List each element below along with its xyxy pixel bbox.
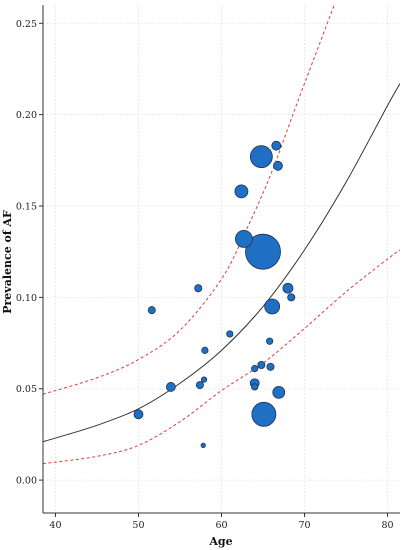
data-point: [273, 160, 283, 171]
data-point: [272, 385, 286, 399]
data-point: [245, 233, 281, 270]
data-point: [133, 409, 144, 420]
data-point: [226, 330, 234, 338]
data-point: [264, 298, 281, 315]
fit-line-group: [43, 83, 400, 443]
y-tick-label: 0.25: [16, 19, 37, 30]
x-tick-label: 40: [49, 520, 61, 531]
data-point: [201, 346, 209, 354]
data-point: [266, 362, 275, 371]
ci-upper-line: [43, 5, 335, 395]
data-point: [287, 293, 296, 302]
data-points: [133, 140, 296, 448]
x-tick-label: 50: [132, 520, 144, 531]
y-tick-label: 0.20: [16, 110, 37, 121]
x-tick-label: 70: [298, 520, 310, 531]
data-point: [251, 383, 259, 391]
ci-lower-line: [43, 249, 400, 465]
data-point: [249, 145, 273, 169]
data-point: [165, 382, 176, 392]
y-tick-label: 0.15: [16, 202, 37, 213]
y-tick-label: 0.10: [16, 293, 37, 304]
data-point: [271, 140, 282, 151]
data-point: [200, 376, 208, 383]
fit-line: [43, 83, 400, 443]
data-point: [147, 306, 156, 315]
data-point: [195, 381, 204, 390]
data-point: [282, 282, 294, 294]
data-point: [251, 401, 277, 427]
data-point: [235, 229, 253, 248]
x-tick-label: 60: [215, 520, 227, 531]
x-tick-label: 80: [381, 520, 393, 531]
axes: 40 50 60 70 80 0.00 0.05 0.10 0.15 0.20 0.25: [16, 5, 400, 531]
data-point: [194, 284, 203, 293]
data-point: [251, 365, 259, 373]
confidence-bands: [43, 5, 400, 465]
y-tick-label: 0.00: [16, 476, 37, 487]
x-axis-title: Age: [208, 535, 232, 548]
data-point: [200, 442, 206, 448]
data-point: [257, 360, 266, 369]
data-point: [234, 184, 249, 199]
grid-lines: [43, 5, 400, 513]
y-axis-title: Prevalence of AF: [1, 210, 14, 314]
data-point: [266, 337, 274, 345]
y-tick-label: 0.05: [16, 384, 37, 395]
